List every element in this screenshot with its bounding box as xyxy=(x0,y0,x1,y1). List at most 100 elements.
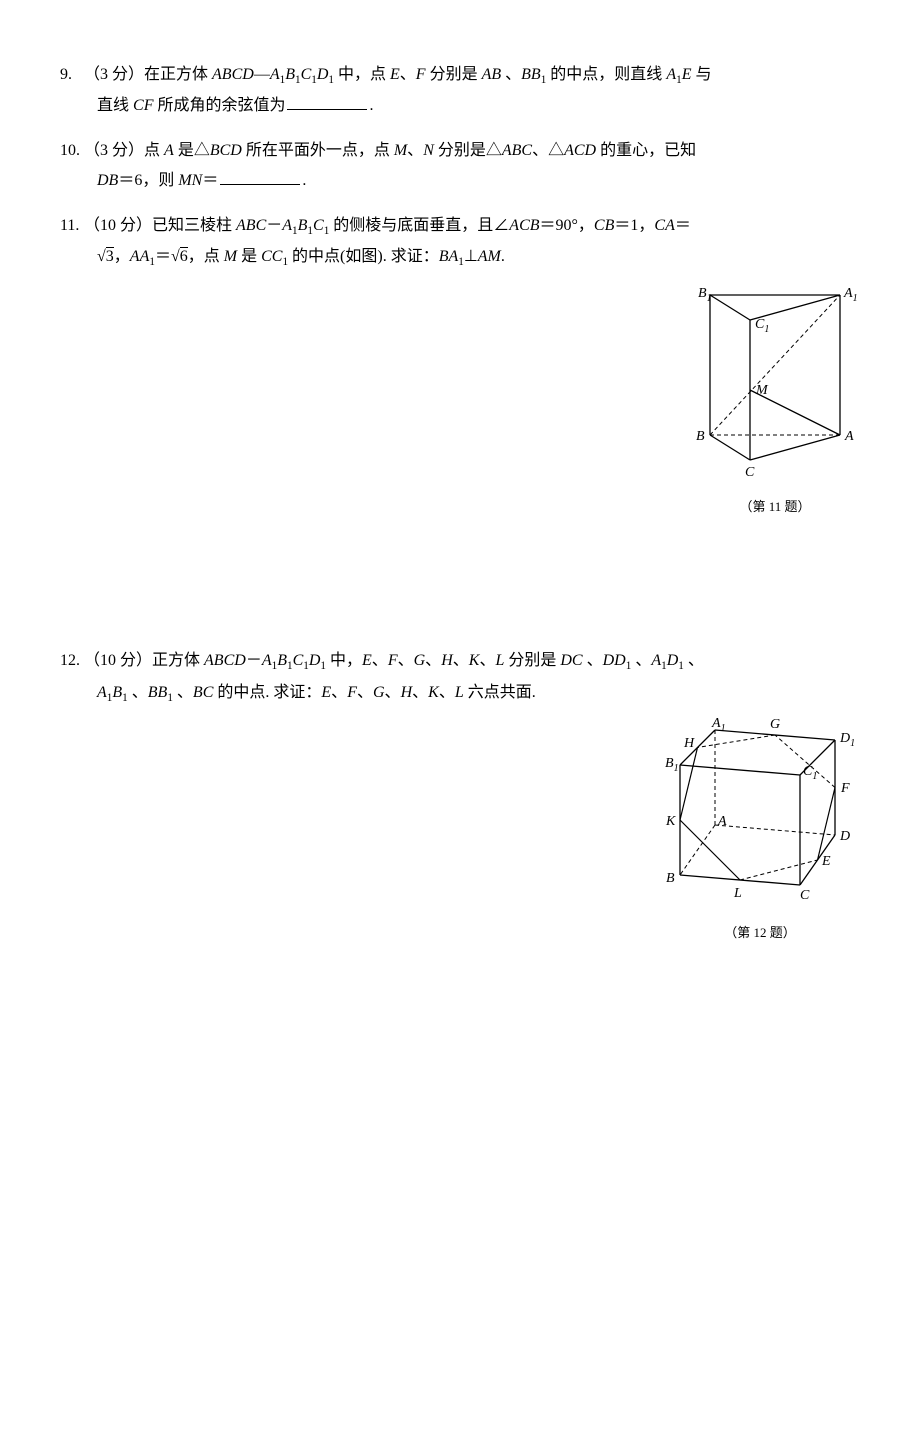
problem-11-line2: √3，AA1＝√6，点 M 是 CC1 的中点(如图). 求证：BA1⊥AM. xyxy=(60,242,860,273)
svg-text:A: A xyxy=(717,814,727,829)
t: BCD xyxy=(210,142,242,159)
t: ⊥ xyxy=(464,248,478,265)
t: CC xyxy=(261,248,282,265)
t: K xyxy=(469,652,480,669)
t: A xyxy=(97,684,107,701)
t: 、 xyxy=(684,652,704,669)
t: N xyxy=(423,142,434,159)
t: ABC xyxy=(236,217,266,234)
svg-text:C1: C1 xyxy=(755,317,769,335)
t: E xyxy=(362,652,372,669)
t: BB xyxy=(521,66,541,83)
t: A xyxy=(270,66,280,83)
t: 、 xyxy=(385,684,401,701)
t: 、 xyxy=(331,684,347,701)
t: D xyxy=(309,652,321,669)
t: B xyxy=(277,652,287,669)
t: B xyxy=(298,217,308,234)
t: ABCD xyxy=(204,652,246,669)
problem-11: 11. （10 分）已知三棱柱 ABC－A1B1C1 的侧棱与底面垂直，且∠AC… xyxy=(60,211,860,523)
problem-11-line1: 11. （10 分）已知三棱柱 ABC－A1B1C1 的侧棱与底面垂直，且∠AC… xyxy=(60,211,860,242)
points: （10 分） xyxy=(84,652,152,669)
t: A xyxy=(262,652,272,669)
t: 的中点. 求证： xyxy=(213,684,321,701)
t: DD xyxy=(603,652,626,669)
svg-text:B: B xyxy=(696,429,705,444)
t: 正方体 xyxy=(152,652,204,669)
problem-10-line1: 10. （3 分）点 A 是△BCD 所在平面外一点，点 M、N 分别是△ABC… xyxy=(60,136,860,166)
t: 、 xyxy=(173,684,193,701)
svg-text:F: F xyxy=(840,781,850,796)
t: ， xyxy=(114,248,130,265)
t: 已知三棱柱 xyxy=(152,217,236,234)
t: 与 xyxy=(691,66,711,83)
t: 所成角的余弦值为 xyxy=(153,97,285,114)
t: L xyxy=(455,684,464,701)
t: BB xyxy=(148,684,168,701)
t: ABCD xyxy=(212,66,254,83)
t: E xyxy=(682,66,692,83)
problem-number: 9. xyxy=(60,60,80,90)
problem-12-line1: 12. （10 分）正方体 ABCD－A1B1C1D1 中，E、F、G、H、K、… xyxy=(60,646,860,677)
answer-blank xyxy=(220,169,300,185)
t: A xyxy=(666,66,676,83)
svg-text:K: K xyxy=(665,814,676,829)
t: ACB xyxy=(509,217,539,234)
t: E xyxy=(321,684,331,701)
problem-9-line1: 9. （3 分）在正方体 ABCD—A1B1C1D1 中，点 E、F 分别是 A… xyxy=(60,60,860,91)
svg-text:A1: A1 xyxy=(843,286,858,304)
svg-text:A: A xyxy=(844,429,854,444)
t: ＝1， xyxy=(614,217,654,234)
points: （10 分） xyxy=(84,217,152,234)
t: 、 xyxy=(501,66,521,83)
t: 分别是△ xyxy=(434,142,502,159)
t: F xyxy=(416,66,426,83)
problem-number: 10. xyxy=(60,136,80,166)
t: 在正方体 xyxy=(144,66,212,83)
t: A xyxy=(164,142,174,159)
t: 所在平面外一点，点 xyxy=(242,142,394,159)
t: 分别是 xyxy=(426,66,482,83)
t: ，点 xyxy=(188,248,224,265)
t: C xyxy=(301,66,312,83)
t: ＝90°， xyxy=(540,217,594,234)
t: DB xyxy=(97,172,118,189)
t: BA xyxy=(439,248,459,265)
svg-text:B1: B1 xyxy=(698,286,712,304)
t: F xyxy=(388,652,398,669)
figure-11-svg: B1 A1 C1 M B A C xyxy=(690,280,860,480)
t: A xyxy=(282,217,292,234)
t: 、 xyxy=(439,684,455,701)
t: 、 xyxy=(453,652,469,669)
svg-text:G: G xyxy=(770,717,780,732)
t: BC xyxy=(193,684,213,701)
t: 、 xyxy=(412,684,428,701)
t: 直线 xyxy=(97,97,133,114)
figure-12-block: A1 G D1 H B1 C1 F K A D E B L C （第 12 题） xyxy=(60,715,860,948)
problem-number: 11. xyxy=(60,211,80,241)
svg-text:C: C xyxy=(800,888,810,903)
svg-text:C: C xyxy=(745,465,755,480)
t: B xyxy=(112,684,122,701)
points: （3 分） xyxy=(84,142,144,159)
t: 、 xyxy=(357,684,373,701)
t: CF xyxy=(133,97,153,114)
svg-text:H: H xyxy=(683,736,695,751)
t: 的中点，则直线 xyxy=(546,66,666,83)
t: H xyxy=(401,684,413,701)
t: 、 xyxy=(372,652,388,669)
t: . xyxy=(369,97,373,114)
t: . xyxy=(501,248,505,265)
points: （3 分） xyxy=(84,66,144,83)
t: 点 xyxy=(144,142,164,159)
t: CA xyxy=(654,217,674,234)
t: 是 xyxy=(237,248,261,265)
t: 的侧棱与底面垂直，且∠ xyxy=(329,217,509,234)
t: 、 xyxy=(583,652,603,669)
t: M xyxy=(224,248,237,265)
problem-10: 10. （3 分）点 A 是△BCD 所在平面外一点，点 M、N 分别是△ABC… xyxy=(60,136,860,197)
t: 、 xyxy=(128,684,148,701)
figure-11-block: B1 A1 C1 M B A C （第 11 题） xyxy=(60,280,860,523)
t: — xyxy=(254,66,270,83)
svg-text:D1: D1 xyxy=(839,731,855,749)
